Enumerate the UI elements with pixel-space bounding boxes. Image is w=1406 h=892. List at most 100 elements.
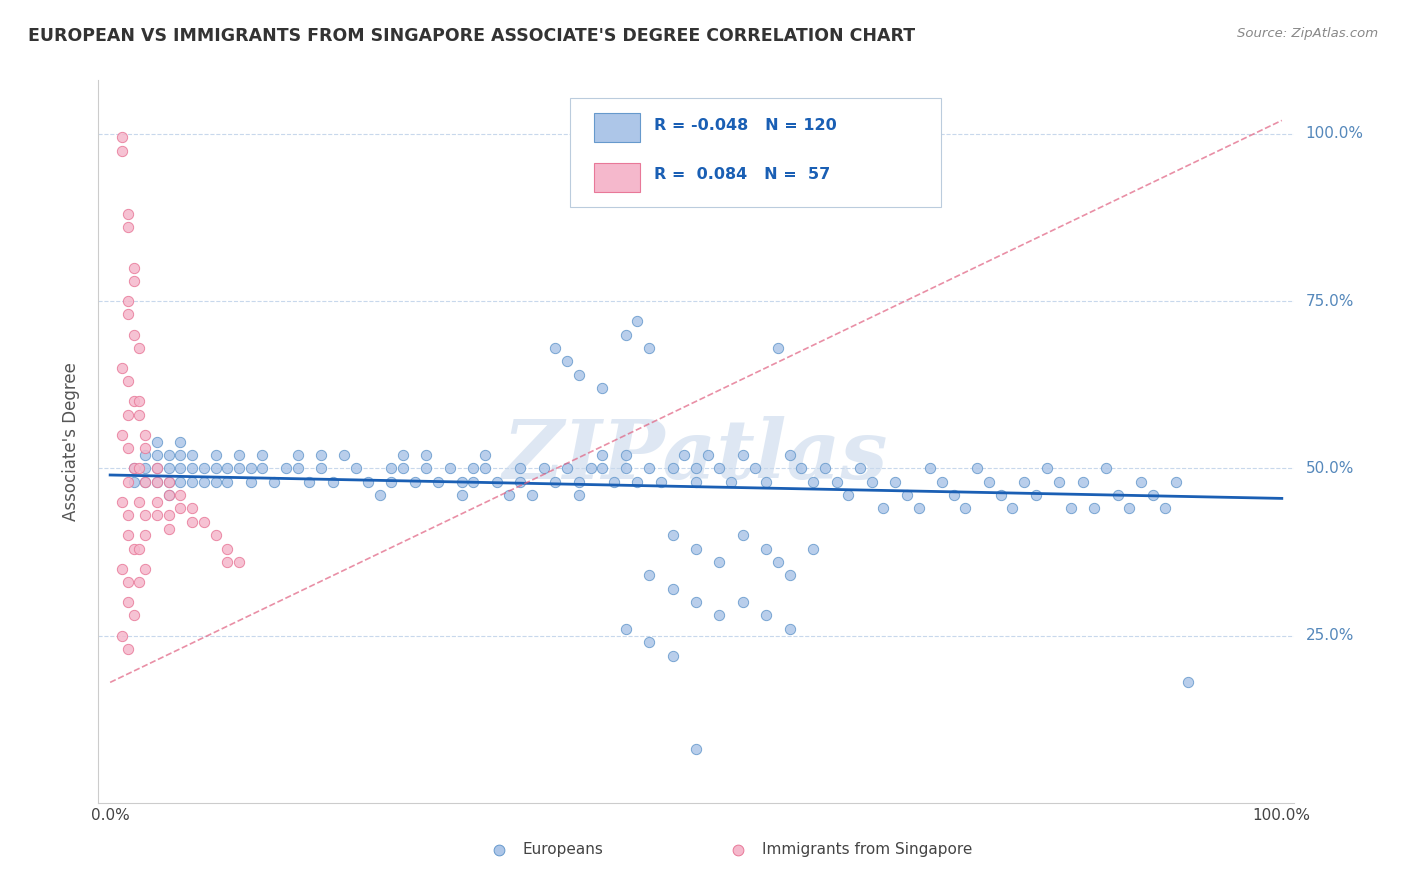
- Point: [427, 475, 450, 489]
- Point: [1060, 501, 1083, 516]
- Point: [252, 448, 274, 462]
- Point: [204, 461, 226, 475]
- Point: [872, 501, 894, 516]
- Text: Immigrants from Singapore: Immigrants from Singapore: [762, 842, 972, 857]
- Point: [860, 475, 883, 489]
- Point: [779, 448, 801, 462]
- Point: [725, 839, 748, 854]
- Point: [128, 494, 150, 508]
- Point: [579, 461, 602, 475]
- Point: [661, 582, 683, 596]
- Point: [117, 294, 139, 309]
- Point: [181, 461, 204, 475]
- Point: [217, 475, 239, 489]
- Point: [801, 475, 824, 489]
- Point: [181, 475, 204, 489]
- Point: [146, 475, 169, 489]
- Point: [146, 461, 169, 475]
- Point: [591, 381, 613, 395]
- Point: [731, 595, 754, 609]
- Point: [415, 461, 437, 475]
- Point: [217, 541, 239, 556]
- Point: [169, 434, 191, 449]
- Point: [228, 555, 250, 569]
- Text: Source: ZipAtlas.com: Source: ZipAtlas.com: [1237, 27, 1378, 40]
- Point: [117, 528, 139, 542]
- Point: [122, 394, 145, 409]
- Point: [146, 448, 169, 462]
- Point: [157, 508, 180, 523]
- Point: [122, 608, 145, 623]
- Text: R =  0.084   N =  57: R = 0.084 N = 57: [654, 167, 831, 182]
- Point: [814, 461, 837, 475]
- Point: [122, 541, 145, 556]
- Point: [204, 475, 226, 489]
- Point: [720, 475, 742, 489]
- Point: [204, 528, 226, 542]
- Point: [117, 642, 139, 657]
- Point: [1047, 475, 1070, 489]
- Point: [193, 461, 215, 475]
- Point: [1107, 488, 1129, 502]
- Point: [520, 488, 543, 502]
- Point: [134, 448, 156, 462]
- Text: R = -0.048   N = 120: R = -0.048 N = 120: [654, 118, 837, 133]
- Point: [755, 608, 778, 623]
- Point: [837, 488, 859, 502]
- Point: [239, 461, 262, 475]
- Point: [1036, 461, 1059, 475]
- Point: [169, 448, 191, 462]
- Point: [392, 461, 415, 475]
- Point: [134, 461, 156, 475]
- Point: [1025, 488, 1047, 502]
- Point: [1177, 675, 1199, 690]
- Point: [122, 475, 145, 489]
- Point: [122, 461, 145, 475]
- Text: ZIPatlas: ZIPatlas: [503, 416, 889, 496]
- Point: [111, 494, 134, 508]
- Point: [1130, 475, 1153, 489]
- Point: [450, 488, 472, 502]
- Point: [661, 648, 683, 663]
- Point: [1001, 501, 1024, 516]
- Point: [134, 427, 156, 442]
- Point: [122, 327, 145, 342]
- Point: [942, 488, 965, 502]
- Text: EUROPEAN VS IMMIGRANTS FROM SINGAPORE ASSOCIATE'S DEGREE CORRELATION CHART: EUROPEAN VS IMMIGRANTS FROM SINGAPORE AS…: [28, 27, 915, 45]
- Point: [128, 408, 150, 422]
- Point: [181, 515, 204, 529]
- Text: 50.0%: 50.0%: [1306, 461, 1354, 475]
- Point: [614, 327, 637, 342]
- Point: [117, 475, 139, 489]
- Point: [169, 488, 191, 502]
- Point: [169, 475, 191, 489]
- Point: [990, 488, 1012, 502]
- Point: [368, 488, 391, 502]
- Point: [533, 461, 555, 475]
- Point: [685, 461, 707, 475]
- Point: [1166, 475, 1188, 489]
- Point: [755, 541, 778, 556]
- Point: [638, 341, 661, 355]
- Point: [287, 448, 309, 462]
- Point: [252, 461, 274, 475]
- Point: [779, 622, 801, 636]
- Point: [474, 461, 496, 475]
- Point: [731, 528, 754, 542]
- Point: [204, 448, 226, 462]
- Point: [555, 461, 578, 475]
- Point: [626, 475, 648, 489]
- Point: [685, 595, 707, 609]
- Point: [117, 220, 139, 235]
- Point: [614, 622, 637, 636]
- Point: [287, 461, 309, 475]
- Point: [157, 475, 180, 489]
- Point: [157, 461, 180, 475]
- Point: [1071, 475, 1094, 489]
- Point: [134, 562, 156, 576]
- Bar: [595, 112, 640, 142]
- Point: [685, 742, 707, 756]
- Point: [239, 475, 262, 489]
- Y-axis label: Associate's Degree: Associate's Degree: [62, 362, 80, 521]
- Point: [638, 461, 661, 475]
